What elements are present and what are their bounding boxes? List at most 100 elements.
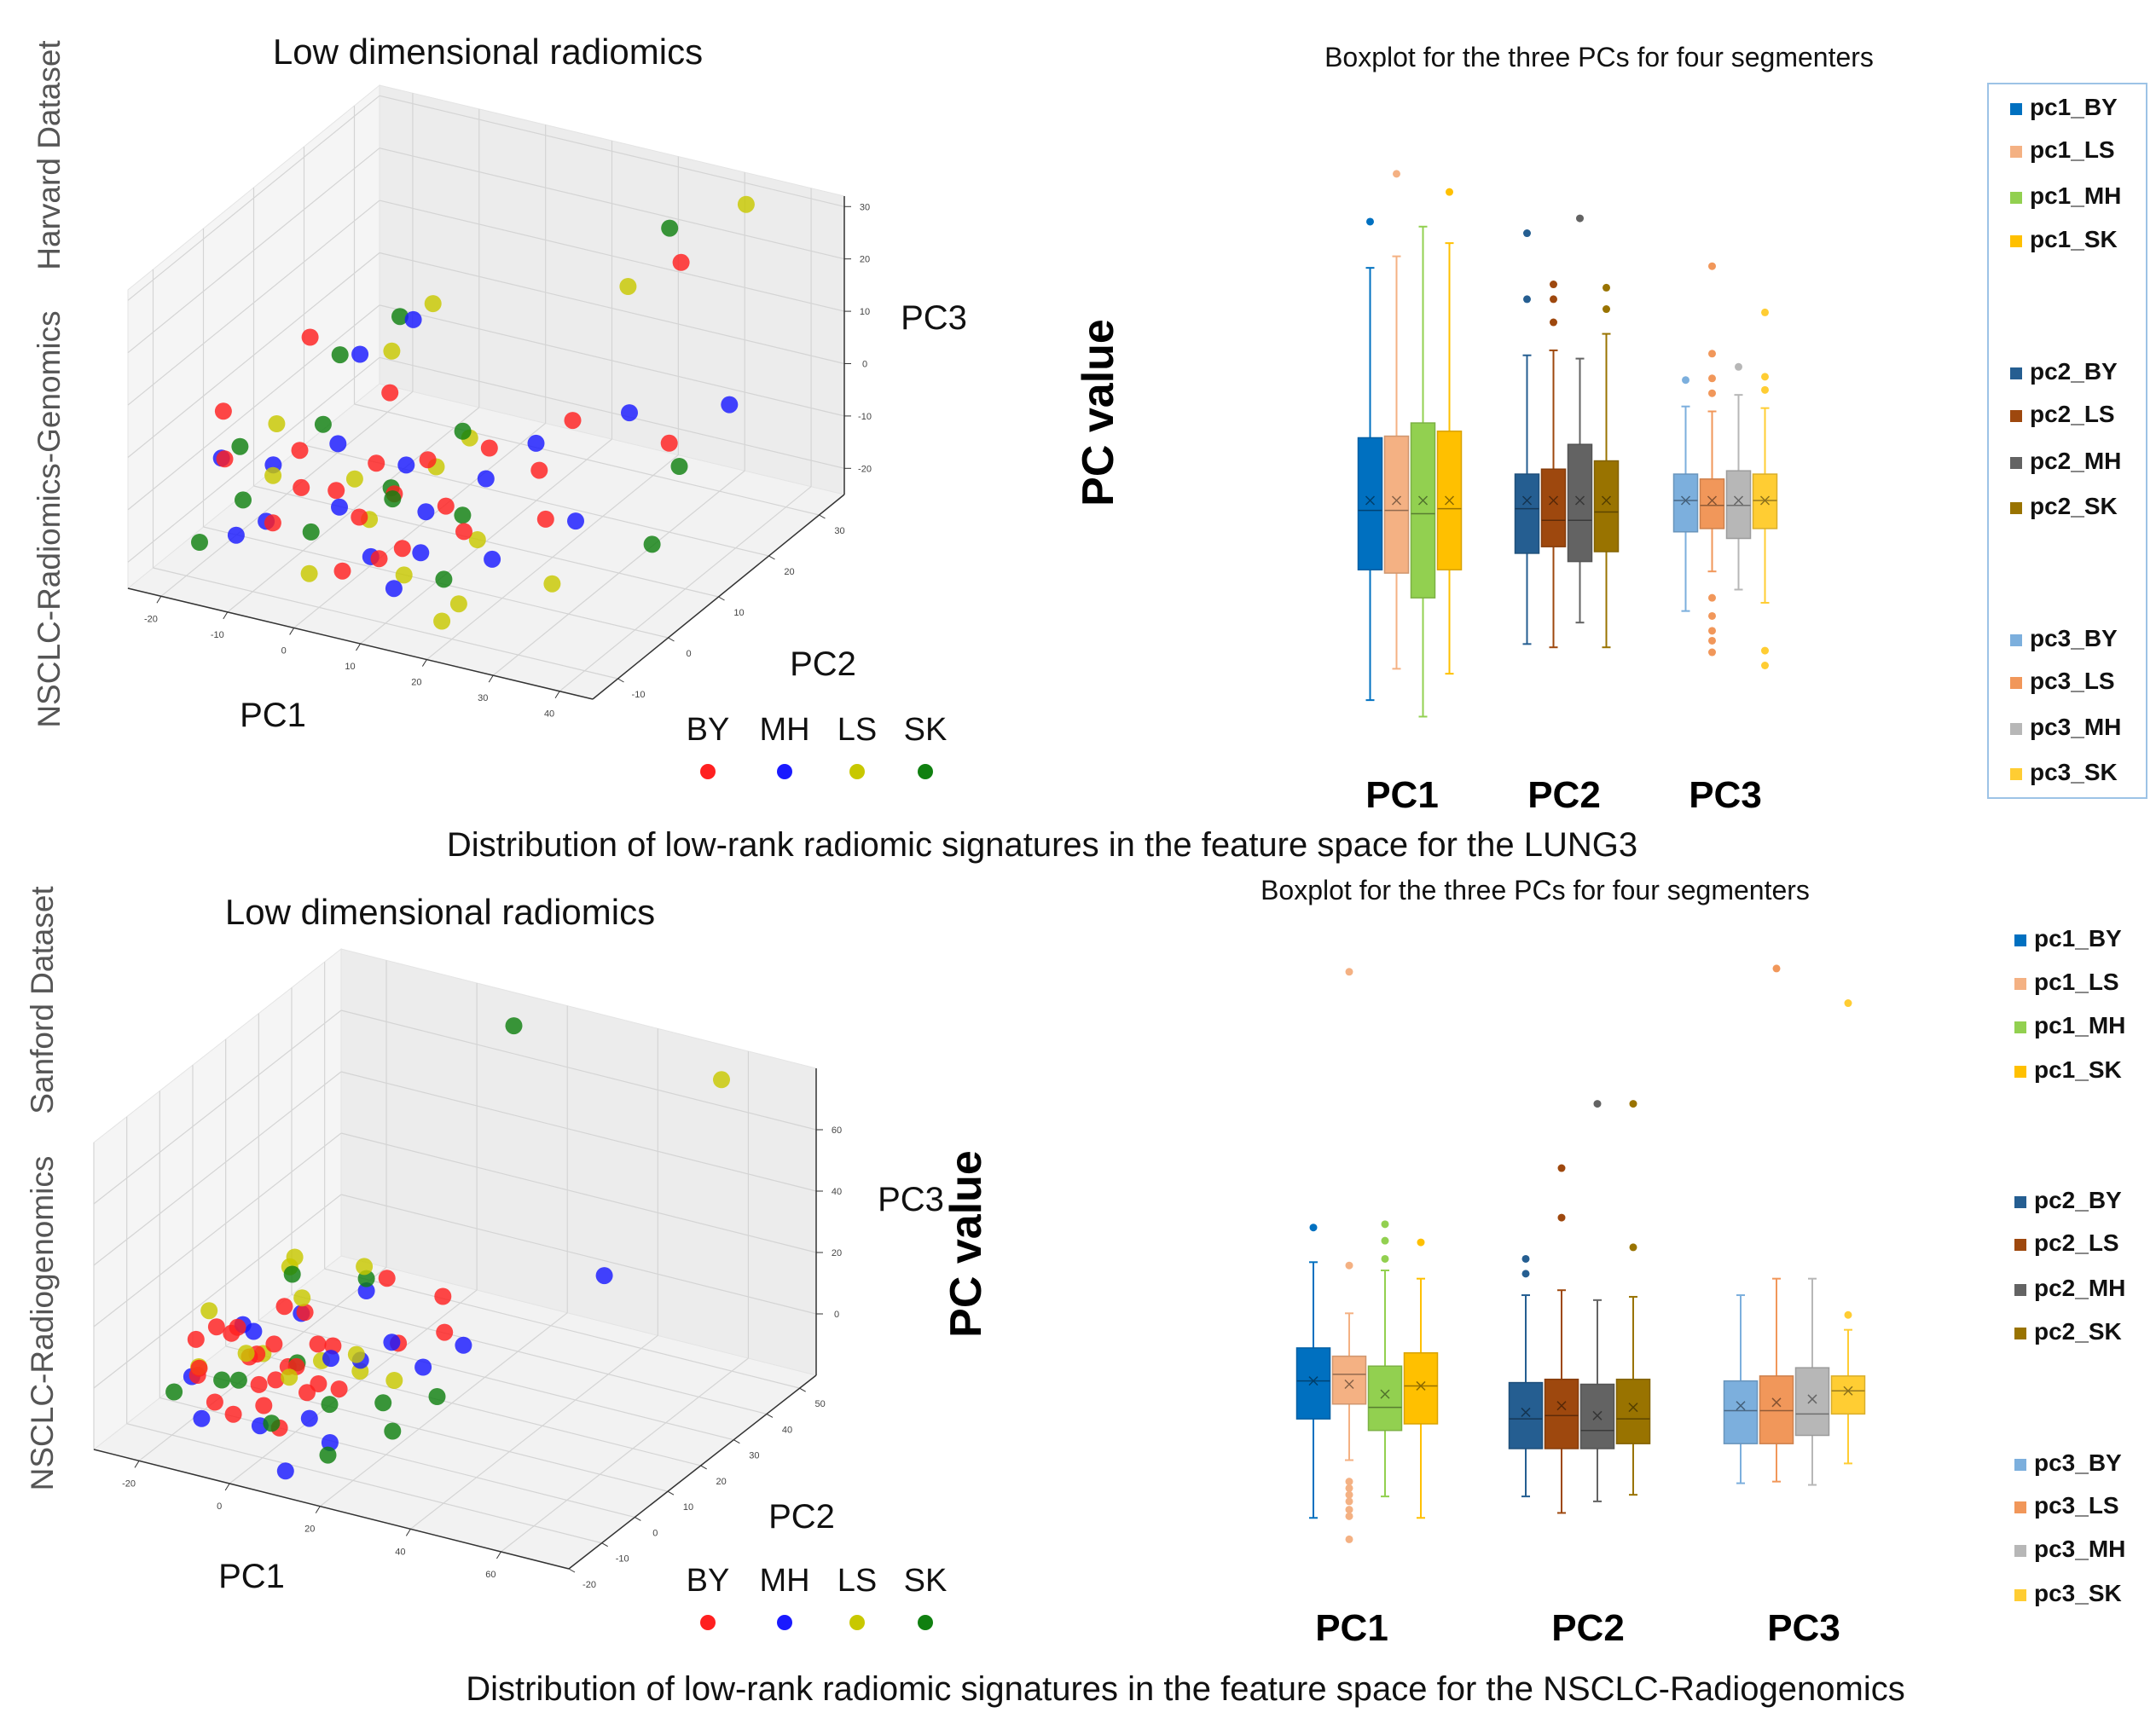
data-point-sk bbox=[643, 535, 661, 553]
data-point-ls bbox=[300, 564, 318, 582]
data-point-mh bbox=[351, 345, 369, 363]
outlier-point bbox=[1708, 611, 1716, 620]
legend-label-pc3_BY: pc3_BY bbox=[2030, 625, 2118, 651]
outlier-point bbox=[1523, 295, 1531, 304]
gridline bbox=[379, 95, 845, 207]
outlier-point bbox=[1345, 1512, 1353, 1520]
gridline bbox=[127, 95, 380, 301]
box-body bbox=[1723, 1380, 1759, 1444]
x-tick-label: 10 bbox=[345, 662, 355, 672]
data-point-sk bbox=[428, 1388, 446, 1405]
data-point-ls bbox=[347, 1345, 365, 1363]
data-point-ls bbox=[737, 195, 755, 213]
y-tick bbox=[667, 1490, 675, 1495]
y-tick-label: 30 bbox=[834, 526, 844, 536]
legend-label-sk: SK bbox=[904, 1563, 948, 1599]
x-tick-label: -20 bbox=[144, 614, 158, 624]
outlier-point bbox=[1708, 593, 1716, 602]
box-pc2_BY bbox=[1508, 1254, 1544, 1498]
data-point-sk bbox=[661, 219, 679, 237]
data-point-by bbox=[327, 482, 345, 500]
mean-marker bbox=[1556, 1401, 1567, 1411]
box-pc2_MH bbox=[1579, 1100, 1615, 1502]
gridline bbox=[409, 1334, 658, 1530]
data-point-ls bbox=[200, 1302, 218, 1320]
box-body bbox=[1593, 460, 1620, 552]
gridline bbox=[319, 1312, 568, 1507]
outlier-point bbox=[1446, 188, 1453, 196]
box-pc2_SK bbox=[1593, 283, 1620, 649]
box-pc1_LS bbox=[1383, 170, 1410, 670]
legend-swatch-pc2_SK bbox=[2014, 1328, 2026, 1339]
y-tick bbox=[799, 1387, 806, 1392]
z-tick-label: 30 bbox=[860, 202, 870, 212]
scatter-title: Low dimensional radiomics bbox=[273, 32, 703, 72]
box-body bbox=[1540, 468, 1567, 547]
legend-swatch-pc1_LS bbox=[2014, 978, 2026, 990]
y-tick-label: 50 bbox=[815, 1399, 826, 1409]
legend-swatch-pc2_MH bbox=[2010, 457, 2022, 469]
x-tick bbox=[315, 1506, 321, 1513]
data-point-by bbox=[214, 402, 232, 420]
y-tick bbox=[819, 514, 826, 519]
y-axis-line bbox=[568, 1374, 817, 1570]
data-point-by bbox=[264, 514, 281, 532]
data-point-ls bbox=[237, 1345, 255, 1362]
x-tick-label: -10 bbox=[211, 630, 224, 640]
data-point-sk bbox=[505, 1017, 523, 1035]
box-body bbox=[1759, 1375, 1794, 1444]
box-body bbox=[1367, 1365, 1403, 1432]
outlier-point bbox=[1366, 217, 1374, 226]
box-body bbox=[1544, 1378, 1579, 1449]
data-point-sk bbox=[263, 1414, 281, 1432]
legend-label-pc1_LS: pc1_LS bbox=[2034, 969, 2119, 995]
outlier-point bbox=[1550, 318, 1557, 327]
data-point-sk bbox=[384, 1422, 402, 1440]
data-point-by bbox=[255, 1397, 273, 1414]
data-point-by bbox=[455, 523, 472, 541]
y-tick bbox=[601, 1542, 608, 1548]
outlier-point bbox=[1708, 350, 1716, 358]
outlier-point bbox=[1417, 1238, 1425, 1247]
box-pc1_BY bbox=[1357, 217, 1383, 702]
data-point-by bbox=[216, 450, 234, 468]
data-point-by bbox=[310, 1375, 327, 1392]
data-point-ls bbox=[281, 1368, 298, 1386]
gridline bbox=[379, 148, 845, 260]
y-tick-label: 0 bbox=[652, 1528, 658, 1538]
gridline bbox=[501, 1357, 749, 1553]
box-body bbox=[1615, 1378, 1651, 1444]
legend-label-pc2_BY: pc2_BY bbox=[2030, 358, 2118, 385]
data-point-by bbox=[480, 439, 498, 457]
data-point-ls bbox=[264, 466, 282, 484]
legend-label-pc1_SK: pc1_SK bbox=[2030, 226, 2118, 252]
box-pc2_MH bbox=[1567, 214, 1593, 624]
data-point-mh bbox=[412, 544, 430, 562]
mean-marker bbox=[1365, 495, 1376, 506]
boxplot-title: Boxplot for the three PCs for four segme… bbox=[1261, 875, 1810, 905]
data-point-by bbox=[393, 540, 411, 558]
y-tick bbox=[568, 1568, 576, 1573]
data-point-sk bbox=[321, 1396, 339, 1414]
x-axis-label: PC1 bbox=[218, 1558, 285, 1595]
data-point-sk bbox=[165, 1383, 183, 1401]
legend-swatch-pc1_BY bbox=[2014, 934, 2026, 946]
dataset-label: Harvard Dataset bbox=[32, 40, 67, 270]
gridline bbox=[379, 356, 845, 469]
legend-swatch-pc2_SK bbox=[2010, 502, 2022, 514]
data-point-ls bbox=[356, 1258, 374, 1276]
box-body bbox=[1725, 470, 1752, 540]
box-pc2_LS bbox=[1540, 281, 1567, 649]
legend-swatch-pc3_MH bbox=[2014, 1545, 2026, 1557]
box-body bbox=[1672, 473, 1699, 533]
x-tick-label: 0 bbox=[217, 1501, 222, 1512]
gridline bbox=[203, 526, 669, 639]
legend-swatch-pc2_BY bbox=[2010, 367, 2022, 379]
outlier-point bbox=[1761, 646, 1769, 655]
outlier-point bbox=[1708, 374, 1716, 383]
y-axis-label: PC2 bbox=[768, 1498, 835, 1536]
figure-caption: Distribution of low-rank radiomic signat… bbox=[466, 1670, 1904, 1708]
data-point-sk bbox=[314, 415, 332, 433]
z-tick-label: 0 bbox=[862, 359, 867, 369]
